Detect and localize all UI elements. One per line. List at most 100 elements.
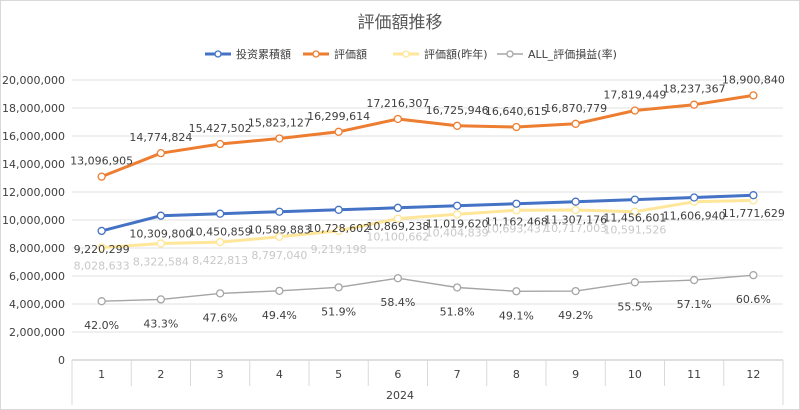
data-point: [749, 191, 758, 200]
data-point: [275, 232, 284, 241]
data-label: 8,422,813: [192, 254, 248, 267]
data-label: 15,427,502: [189, 122, 252, 135]
x-tick-label: 8: [513, 368, 520, 381]
y-tick-label: 14,000,000: [2, 158, 65, 171]
data-label: 18,237,367: [663, 83, 726, 96]
data-point: [215, 139, 225, 149]
data-label: 16,870,779: [544, 102, 607, 115]
data-label: 13,096,905: [70, 155, 133, 168]
data-point: [215, 237, 225, 247]
legend-label: 投资累積額: [236, 47, 291, 61]
data-point: [749, 271, 758, 280]
data-point: [156, 295, 166, 304]
data-label: 10,404,839: [426, 226, 489, 239]
legend-swatch-marker: [402, 50, 410, 58]
data-label: 18,900,840: [722, 73, 785, 86]
data-label: 17,216,307: [366, 97, 429, 110]
legend-label: 評価額(昨年): [424, 47, 488, 61]
data-label: 11,019,620: [426, 218, 489, 231]
data-label: 16,725,946: [426, 104, 489, 117]
data-point: [215, 209, 225, 218]
x-tick-label: 12: [746, 368, 760, 381]
y-tick-label: 4,000,000: [9, 298, 65, 311]
series-line: [101, 193, 754, 233]
x-tick-label: 6: [394, 368, 401, 381]
data-point: [334, 127, 343, 136]
legend-entry: 評価額: [303, 47, 367, 61]
data-point: [97, 243, 106, 252]
y-tick-label: 16,000,000: [2, 130, 65, 143]
y-tick-label: 20,000,000: [2, 74, 65, 87]
x-tick-label: 3: [217, 368, 224, 381]
data-point: [156, 239, 166, 248]
data-label: 10,728,602: [307, 222, 370, 235]
data-point: [275, 286, 284, 295]
data-label: 10,309,800: [129, 228, 192, 241]
series-4: [97, 271, 758, 306]
x-axis: 1 2 3 4 5 6 7 8 9 10 11 12: [71, 360, 784, 405]
legend-swatch-marker: [506, 50, 514, 58]
series-line: [101, 93, 754, 178]
data-point: [97, 226, 106, 236]
legend-entry: ALL_評価損益(率): [497, 47, 617, 61]
plot-area: [97, 91, 758, 306]
data-label: 17,819,449: [603, 89, 666, 102]
y-tick-label: 6,000,000: [9, 270, 65, 283]
x-tick-label: 9: [572, 368, 579, 381]
data-label: 10,717,003: [544, 222, 607, 235]
data-point: [571, 119, 580, 128]
y-tick-label: 12,000,000: [2, 186, 65, 199]
data-label: 51.9%: [321, 305, 356, 318]
x-tick-label: 11: [687, 368, 701, 381]
y-tick-label: 10,000,000: [2, 214, 65, 227]
data-label: 55.5%: [617, 300, 652, 313]
data-label: 49.2%: [558, 309, 593, 322]
legend-swatch-marker: [214, 50, 222, 58]
y-tick-label: 18,000,000: [2, 102, 65, 115]
data-label: 10,450,859: [189, 226, 252, 239]
legend-swatch-marker: [312, 50, 320, 58]
x-tick-label: 7: [454, 368, 461, 381]
legend-label: 評価額: [334, 47, 367, 61]
y-tick-label: 2,000,000: [9, 326, 65, 339]
data-label: 11,307,176: [544, 214, 607, 227]
chart-title: 評価額推移: [358, 13, 443, 33]
data-label: 42.0%: [84, 319, 119, 332]
data-point: [393, 114, 403, 124]
data-label: 8,797,040: [251, 249, 307, 262]
data-label: 60.6%: [736, 293, 771, 306]
data-label: 11,456,601: [603, 212, 666, 225]
data-label: 10,589,883: [248, 224, 311, 237]
data-point: [571, 197, 580, 206]
data-label: 11,771,629: [722, 207, 785, 220]
legend-entry: 評価額(昨年): [393, 47, 488, 61]
data-point: [393, 214, 403, 223]
legend-entry: 投资累積額: [205, 47, 291, 61]
data-point: [156, 211, 166, 220]
data-point: [156, 149, 166, 158]
data-point: [452, 210, 462, 219]
data-point: [452, 121, 462, 130]
data-point: [334, 283, 343, 292]
data-label: 51.8%: [440, 305, 475, 318]
data-label: 16,640,615: [485, 105, 548, 118]
data-point: [97, 172, 106, 181]
series-line: [101, 274, 754, 302]
y-tick-label: 0: [58, 354, 65, 367]
x-tick-label: 1: [98, 368, 105, 381]
data-point: [630, 195, 640, 204]
data-point: [452, 201, 462, 210]
data-point: [571, 286, 580, 296]
data-label: 10,869,238: [366, 220, 429, 233]
data-label: 9,220,299: [74, 243, 130, 256]
data-point: [334, 226, 343, 236]
data-point: [689, 275, 699, 285]
y-tick-label: 8,000,000: [9, 242, 65, 255]
data-point: [630, 278, 640, 287]
data-point: [689, 100, 699, 109]
data-point: [512, 287, 521, 296]
data-point: [215, 289, 225, 298]
data-point: [749, 91, 758, 100]
data-point: [275, 134, 284, 143]
